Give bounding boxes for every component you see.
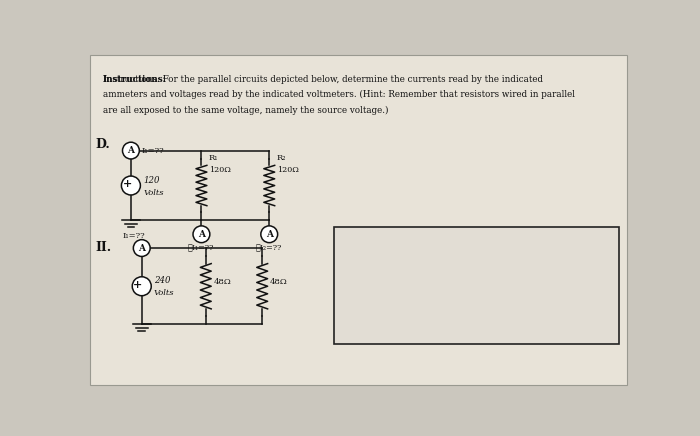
Text: A: A <box>127 146 134 155</box>
Text: A: A <box>198 230 205 239</box>
Text: I₁=??: I₁=?? <box>141 146 164 155</box>
Text: +: + <box>133 279 143 290</box>
Text: 120: 120 <box>143 176 160 184</box>
Text: A: A <box>266 230 273 239</box>
Text: R₁: R₁ <box>209 153 218 162</box>
Circle shape <box>121 176 141 195</box>
FancyBboxPatch shape <box>335 227 620 344</box>
Text: Volts: Volts <box>143 188 164 197</box>
Text: resistance each. Large appliances, like: resistance each. Large appliances, like <box>342 296 529 306</box>
Text: ⒶI₂=??: ⒶI₂=?? <box>256 244 282 252</box>
Text: (left) represents two burners on an: (left) represents two burners on an <box>342 251 510 261</box>
Text: R₂: R₂ <box>276 153 286 162</box>
Text: 48Ω: 48Ω <box>214 278 231 286</box>
Text: identical and have 48 Ohms of: identical and have 48 Ohms of <box>342 280 490 290</box>
Text: I₁=??: I₁=?? <box>122 232 146 240</box>
Text: Instructions: For the parallel circuits depicted below, determine the currents r: Instructions: For the parallel circuits … <box>103 75 542 84</box>
Text: 48Ω: 48Ω <box>270 278 288 286</box>
Text: D.: D. <box>96 138 111 151</box>
Circle shape <box>132 277 151 296</box>
Text: are all exposed to the same voltage, namely the source voltage.): are all exposed to the same voltage, nam… <box>103 106 388 115</box>
Circle shape <box>261 226 278 243</box>
Text: 120Ω: 120Ω <box>209 166 231 174</box>
Text: 120Ω: 120Ω <box>276 166 299 174</box>
Circle shape <box>122 142 139 159</box>
Text: The circuit in problem II: The circuit in problem II <box>402 236 519 246</box>
Circle shape <box>193 226 210 243</box>
Circle shape <box>133 240 150 256</box>
Text: Practical Point:: Practical Point: <box>342 236 425 246</box>
Text: A: A <box>139 244 146 252</box>
Text: not 120 Volts.: not 120 Volts. <box>342 325 409 335</box>
Text: electric ranges, run on 240 Volts and: electric ranges, run on 240 Volts and <box>342 310 520 320</box>
Text: Instructions:: Instructions: <box>103 75 167 84</box>
Text: Volts: Volts <box>154 289 174 297</box>
Text: electric range (stove). The burners are: electric range (stove). The burners are <box>342 266 528 276</box>
Text: ammeters and voltages read by the indicated voltmeters. (Hint: Remember that res: ammeters and voltages read by the indica… <box>103 90 575 99</box>
Text: ⒶI₁=??: ⒶI₁=?? <box>188 244 214 252</box>
Text: II.: II. <box>96 241 112 254</box>
Text: +: + <box>122 178 132 189</box>
Text: 240: 240 <box>154 276 171 285</box>
